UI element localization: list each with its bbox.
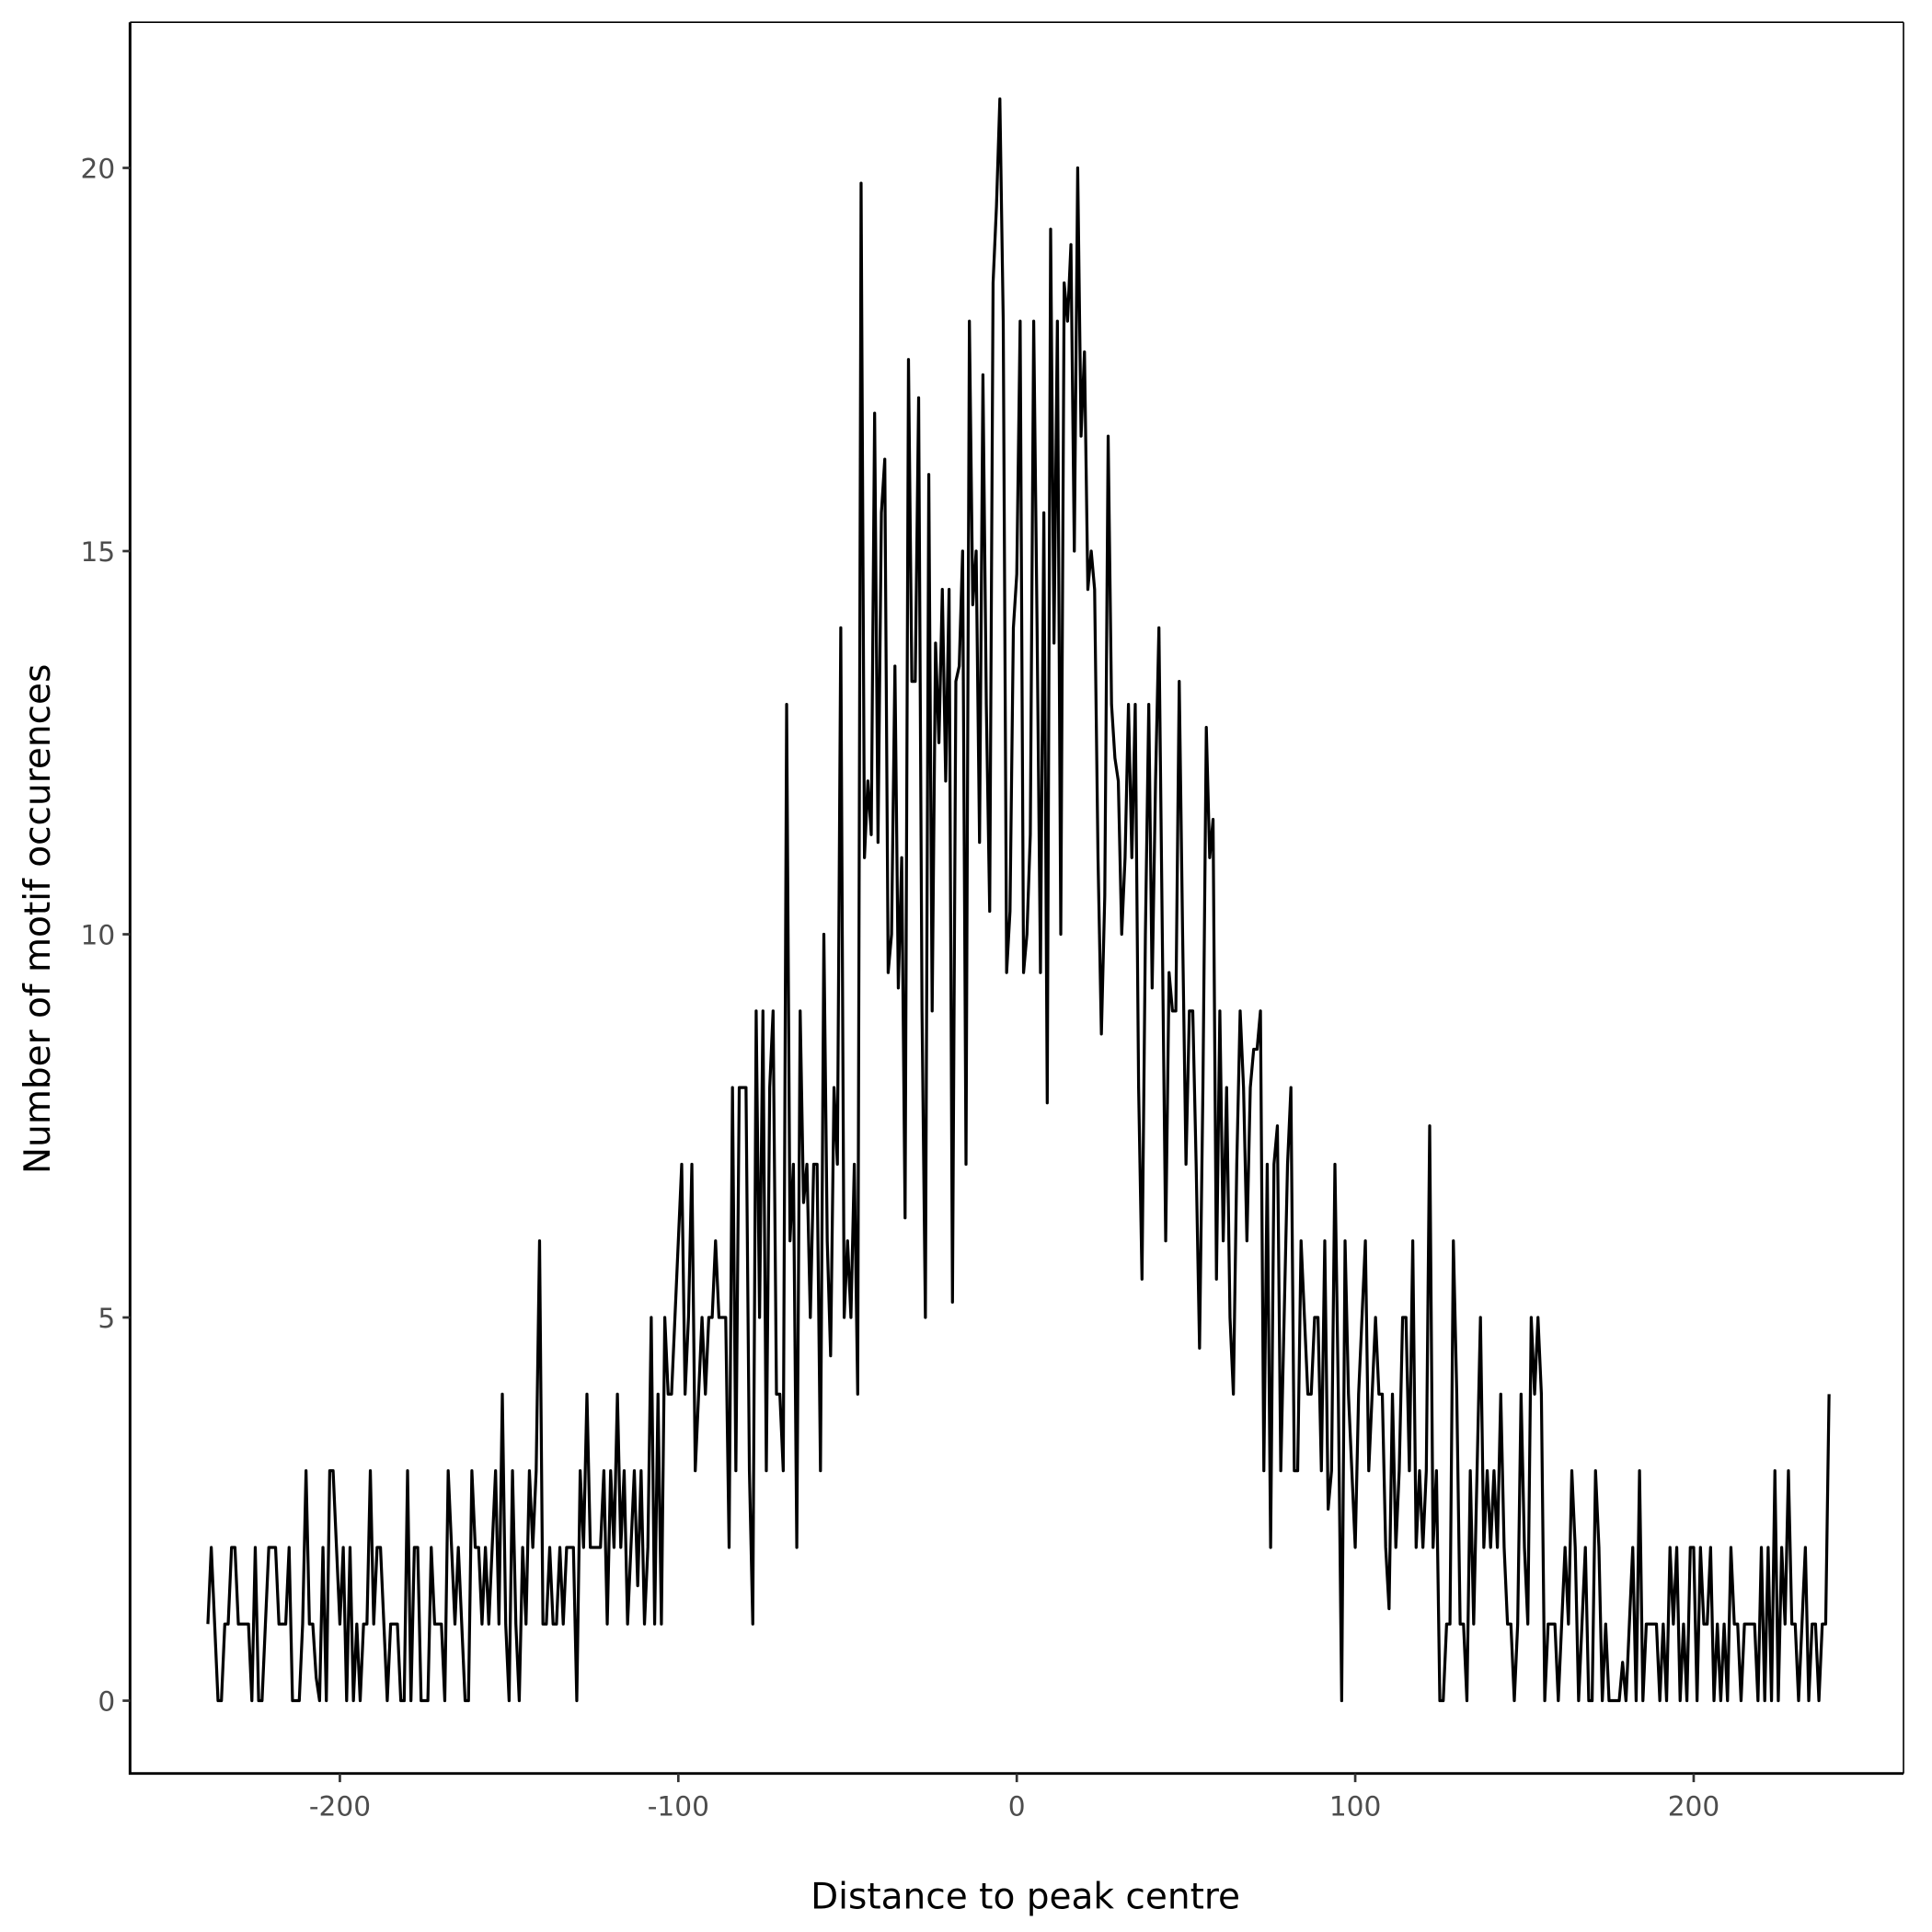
y-tick-label: 15 [81, 536, 116, 568]
x-tick-label: 0 [1008, 1790, 1026, 1822]
x-tick-label: -100 [648, 1790, 709, 1822]
y-tick-label: 5 [98, 1303, 115, 1334]
y-axis-title: Number of motif occurences [17, 664, 59, 1175]
x-tick-label: 200 [1668, 1790, 1720, 1822]
plot-panel [128, 21, 1904, 1776]
y-tick-label: 20 [81, 153, 116, 184]
x-tick-label: -200 [309, 1790, 371, 1822]
series-line [206, 97, 1831, 1703]
x-axis-title: Distance to peak centre [811, 1876, 1240, 1917]
y-tick-label: 10 [81, 919, 116, 950]
y-tick-label: 0 [98, 1685, 115, 1717]
x-tick-label: 100 [1329, 1790, 1382, 1822]
